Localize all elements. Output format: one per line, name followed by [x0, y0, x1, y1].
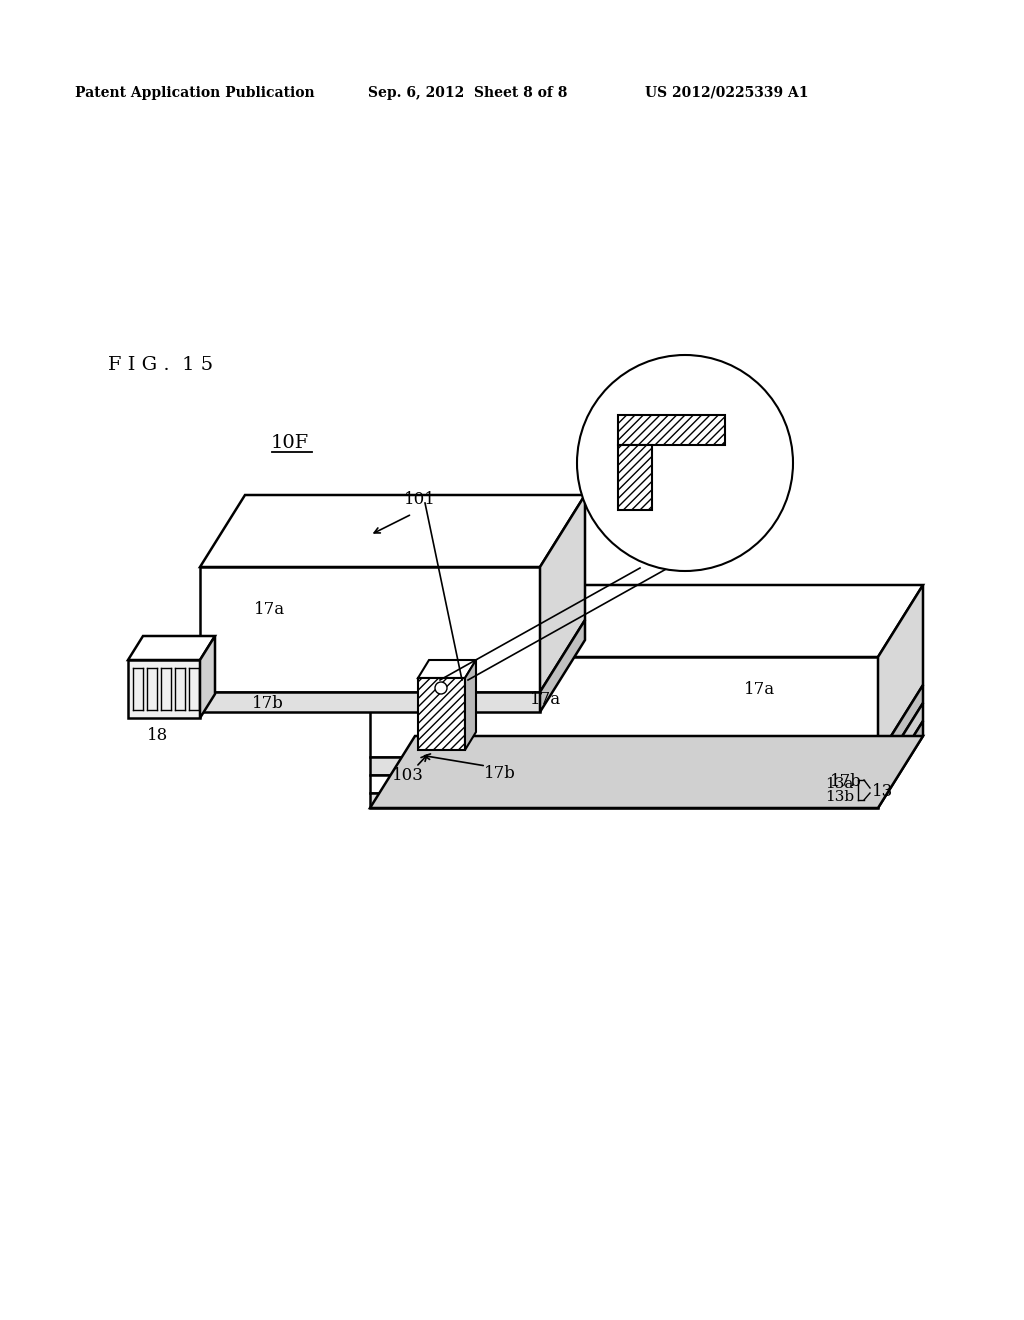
Text: 17a: 17a: [744, 681, 775, 698]
Text: 13b: 13b: [825, 789, 854, 804]
Text: US 2012/0225339 A1: US 2012/0225339 A1: [645, 86, 809, 100]
Polygon shape: [878, 585, 923, 756]
Text: Patent Application Publication: Patent Application Publication: [75, 86, 314, 100]
Text: 17b: 17b: [830, 774, 862, 791]
Polygon shape: [370, 737, 923, 808]
Polygon shape: [878, 704, 923, 793]
Polygon shape: [878, 685, 923, 775]
Polygon shape: [540, 620, 585, 711]
Polygon shape: [370, 793, 878, 808]
Polygon shape: [878, 721, 923, 808]
Ellipse shape: [577, 355, 793, 572]
Polygon shape: [618, 414, 725, 445]
Text: 17b: 17b: [252, 696, 284, 713]
Polygon shape: [370, 585, 923, 657]
Text: 101: 101: [404, 491, 436, 508]
Text: 13: 13: [872, 783, 893, 800]
Polygon shape: [540, 495, 585, 692]
Text: 17a: 17a: [529, 692, 560, 709]
Polygon shape: [418, 660, 476, 678]
Polygon shape: [418, 678, 465, 750]
Text: 17b: 17b: [484, 764, 516, 781]
Polygon shape: [370, 756, 878, 775]
Polygon shape: [200, 636, 215, 718]
Polygon shape: [128, 660, 200, 718]
Text: F I G .  1 5: F I G . 1 5: [108, 356, 213, 374]
Text: 13a: 13a: [825, 777, 853, 791]
Polygon shape: [618, 445, 652, 510]
Text: 17a: 17a: [254, 602, 286, 619]
Text: 103: 103: [392, 767, 424, 784]
Text: Sheet 8 of 8: Sheet 8 of 8: [474, 86, 567, 100]
Polygon shape: [128, 636, 215, 660]
Polygon shape: [370, 775, 878, 793]
Polygon shape: [200, 568, 540, 692]
Text: 18: 18: [147, 727, 169, 744]
Text: 10F: 10F: [271, 434, 309, 451]
Polygon shape: [370, 657, 878, 756]
Polygon shape: [200, 692, 540, 711]
Polygon shape: [465, 660, 476, 750]
Circle shape: [435, 682, 447, 694]
Polygon shape: [200, 495, 585, 568]
Text: Sep. 6, 2012: Sep. 6, 2012: [368, 86, 464, 100]
